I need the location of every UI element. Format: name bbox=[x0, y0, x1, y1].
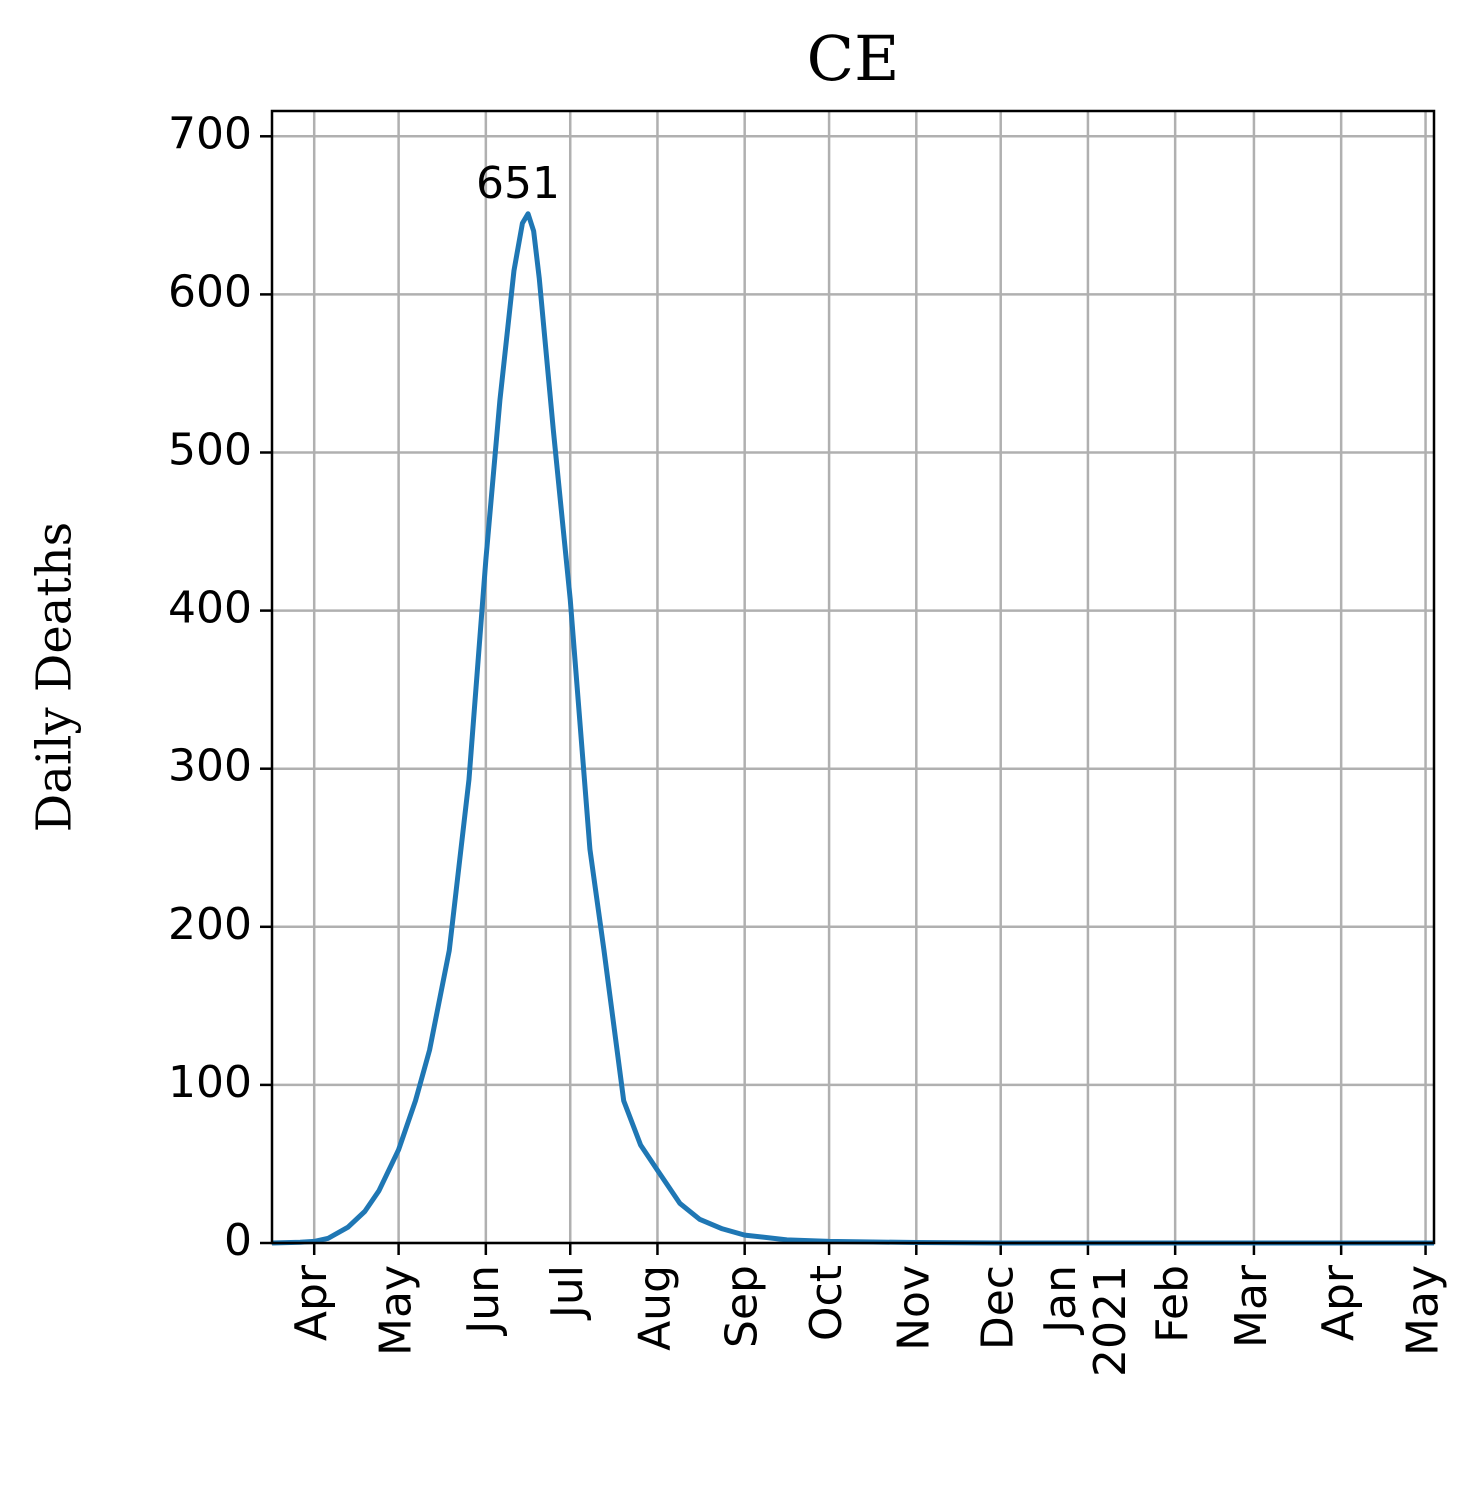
x-tick-label: Feb bbox=[1147, 1265, 1198, 1343]
x-tick-label-line: Jul bbox=[542, 1265, 593, 1321]
y-tick-label: 0 bbox=[224, 1215, 252, 1266]
x-tick-label-line: Oct bbox=[801, 1265, 852, 1341]
x-tick-label: Jul bbox=[542, 1265, 593, 1321]
x-tick-label: Jan2021 bbox=[1035, 1265, 1136, 1377]
x-tick-label-line: May bbox=[1398, 1265, 1449, 1356]
x-tick-label-line: Aug bbox=[629, 1265, 680, 1351]
y-tick-label: 500 bbox=[168, 424, 252, 475]
y-tick-label: 200 bbox=[168, 899, 252, 950]
y-axis-label: Daily Deaths bbox=[27, 522, 83, 833]
x-tick-label-line: May bbox=[371, 1265, 422, 1356]
x-tick-label: May bbox=[1398, 1265, 1449, 1356]
x-tick-label-line: 2021 bbox=[1085, 1265, 1136, 1377]
chart-title: CE bbox=[807, 22, 900, 95]
y-tick-label: 400 bbox=[168, 583, 252, 634]
y-tick-label: 600 bbox=[168, 266, 252, 317]
peak-label: 651 bbox=[476, 158, 560, 209]
y-tick-label: 100 bbox=[168, 1057, 252, 1108]
x-tick-label: Aug bbox=[629, 1265, 680, 1351]
x-tick-label: Jun bbox=[458, 1265, 509, 1337]
x-tick-label: Apr bbox=[286, 1264, 337, 1341]
x-tick-label: Oct bbox=[801, 1265, 852, 1341]
x-tick-label-line: Sep bbox=[717, 1265, 768, 1348]
series-line bbox=[271, 211, 1434, 1246]
x-tick-label-line: Jan bbox=[1035, 1265, 1086, 1336]
y-tick-label: 300 bbox=[168, 741, 252, 792]
x-tick-label-line: Feb bbox=[1147, 1265, 1198, 1343]
x-tick-label-line: Mar bbox=[1226, 1264, 1277, 1348]
x-tick-label: Apr bbox=[1313, 1264, 1364, 1341]
x-tick-label-line: Apr bbox=[1313, 1264, 1364, 1341]
x-tick-label: May bbox=[371, 1265, 422, 1356]
x-tick-label-line: Dec bbox=[973, 1265, 1024, 1350]
y-tick-label: 700 bbox=[168, 108, 252, 159]
x-tick-label: Mar bbox=[1226, 1264, 1277, 1348]
x-tick-label-line: Nov bbox=[888, 1265, 939, 1351]
plot-frame bbox=[270, 109, 1436, 1245]
x-tick-label-line: Jun bbox=[458, 1265, 509, 1337]
x-tick-label: Nov bbox=[888, 1265, 939, 1351]
x-tick-label-line: Apr bbox=[286, 1264, 337, 1341]
x-tick-label: Sep bbox=[717, 1265, 768, 1348]
x-tick-label: Dec bbox=[973, 1265, 1024, 1350]
